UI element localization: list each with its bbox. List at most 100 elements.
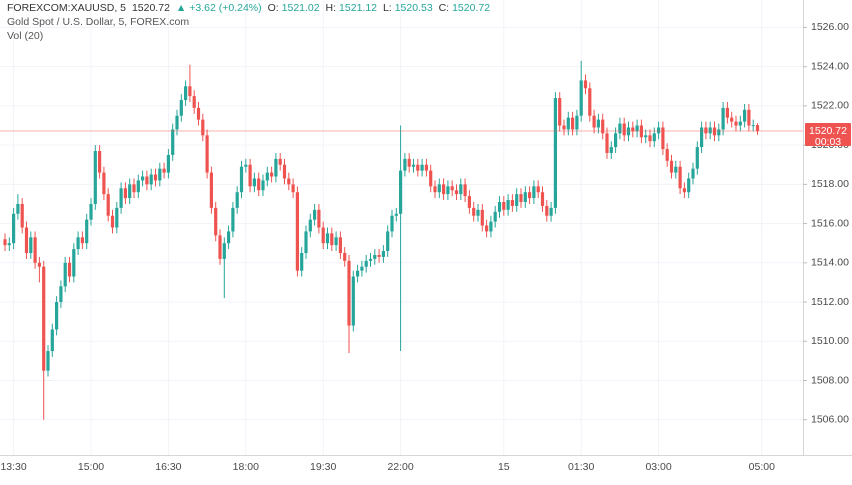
candle-body xyxy=(368,258,373,261)
candle-body xyxy=(523,192,527,203)
candle-body xyxy=(270,172,274,177)
candle-body xyxy=(50,329,54,352)
candle-body xyxy=(214,207,218,236)
candle-body xyxy=(626,127,631,136)
candle-body xyxy=(308,219,312,232)
candle-body xyxy=(540,192,545,206)
candle-body xyxy=(416,164,420,171)
candle-body xyxy=(394,213,398,216)
candle-body xyxy=(674,166,678,173)
change: +3.62 (+0.24%) xyxy=(189,2,262,14)
candle-body xyxy=(622,123,626,136)
candle-body xyxy=(442,184,446,195)
candle-body xyxy=(89,203,93,220)
candle-body xyxy=(467,196,471,208)
candle-body xyxy=(704,127,708,134)
x-tick-label: 05:00 xyxy=(749,461,775,473)
candle-body xyxy=(528,192,532,199)
candle-body xyxy=(42,266,46,371)
candle-body xyxy=(682,188,686,193)
candle-body xyxy=(37,262,41,267)
candle-body xyxy=(3,239,7,246)
legend-header: FOREXCOM:XAUUSD, 5 1520.72 ▲ +3.62 (+0.24… xyxy=(7,1,493,43)
candle-body xyxy=(360,266,364,271)
candle-body xyxy=(386,231,390,252)
candle-body xyxy=(571,117,575,130)
low-value: 1520.53 xyxy=(394,2,433,14)
candle-body xyxy=(274,158,278,177)
candle-body xyxy=(80,237,84,244)
y-tick-label: 1508.00 xyxy=(811,374,849,386)
candle-body xyxy=(678,166,682,189)
candle-body xyxy=(76,237,80,250)
candle-body xyxy=(536,186,540,193)
candle-body xyxy=(747,109,751,126)
candle-body xyxy=(485,225,489,232)
last-price-tag xyxy=(805,123,851,147)
candle-body xyxy=(347,260,351,326)
candle-body xyxy=(446,186,450,195)
candle-body xyxy=(46,351,50,371)
candle-body xyxy=(665,149,669,161)
candle-body xyxy=(128,184,132,199)
candle-body xyxy=(313,209,317,220)
y-tick-label: 1522.00 xyxy=(811,100,849,112)
candle-body xyxy=(566,117,570,130)
candle-body xyxy=(7,243,11,246)
x-tick-label: 03:00 xyxy=(645,461,671,473)
candle-body xyxy=(725,107,729,118)
symbol-row: FOREXCOM:XAUUSD, 5 1520.72 ▲ +3.62 (+0.24… xyxy=(7,1,493,15)
candle-body xyxy=(721,107,725,130)
candle-body xyxy=(248,164,252,187)
candle-body xyxy=(252,178,256,187)
x-tick-label: 19:30 xyxy=(310,461,336,473)
candle-body xyxy=(652,133,656,142)
last-price: 1520.72 xyxy=(131,2,170,14)
last-price-label: 1520.72 xyxy=(809,125,847,137)
grid xyxy=(0,0,803,455)
candle-body xyxy=(205,135,209,173)
candle-body xyxy=(472,207,476,216)
candle-body xyxy=(712,127,717,136)
candle-body xyxy=(390,215,394,232)
candle-body xyxy=(751,125,755,127)
candle-body xyxy=(265,172,269,181)
y-tick-label: 1518.00 xyxy=(811,178,849,190)
y-tick-label: 1514.00 xyxy=(811,257,849,269)
candle-body xyxy=(239,166,244,193)
candle-body xyxy=(166,154,170,173)
candle-body xyxy=(700,127,704,148)
candle-body xyxy=(63,262,67,287)
candle-body xyxy=(618,123,622,134)
candle-body xyxy=(583,80,588,89)
y-tick-label: 1526.00 xyxy=(811,21,849,33)
description: Gold Spot / U.S. Dollar, 5, FOREX.com xyxy=(7,16,190,28)
candle-body xyxy=(497,202,502,212)
candle-body xyxy=(373,254,377,259)
candle-body xyxy=(399,170,403,214)
candle-body xyxy=(171,129,175,155)
candle-body xyxy=(377,254,381,257)
candle-body xyxy=(235,192,239,208)
open-label: O: xyxy=(267,2,279,14)
candle-body xyxy=(601,119,605,134)
candle-body xyxy=(93,151,97,204)
candle-body xyxy=(454,190,459,195)
candle-body xyxy=(218,235,222,259)
candle-body xyxy=(72,249,76,277)
candle-body xyxy=(635,125,639,132)
candle-body xyxy=(33,237,37,263)
candle-body xyxy=(687,178,691,193)
candle-body xyxy=(351,276,355,326)
candle-body xyxy=(29,237,33,253)
candle-body xyxy=(291,184,295,193)
candle-body xyxy=(545,205,549,216)
candle-body xyxy=(695,147,699,169)
x-tick-label: 16:30 xyxy=(155,461,181,473)
candle-body xyxy=(20,203,24,228)
candle-body xyxy=(222,243,226,259)
candle-body xyxy=(334,237,338,246)
candle-body xyxy=(59,286,63,303)
y-tick-label: 1524.00 xyxy=(811,60,849,72)
